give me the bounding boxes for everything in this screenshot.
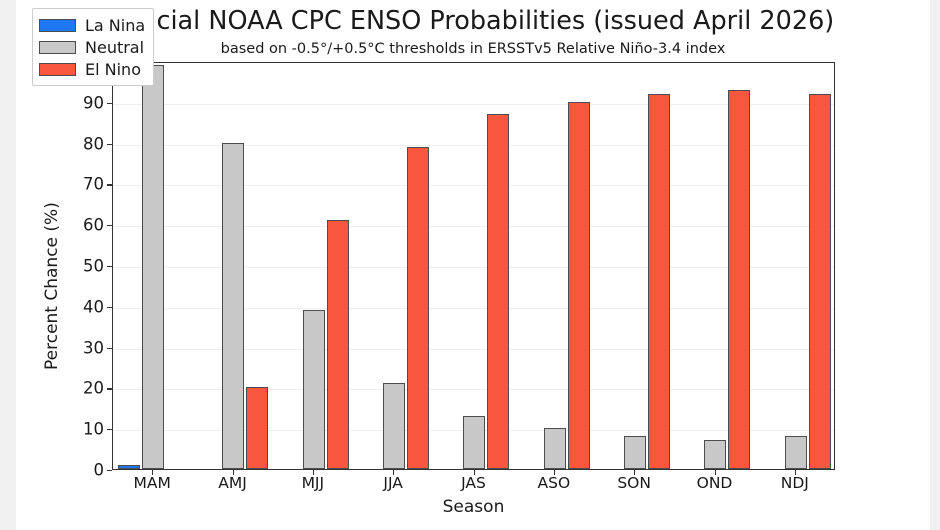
legend-item-la-nina[interactable]: La Nina	[39, 14, 145, 36]
y-tick-label: 70	[83, 174, 104, 194]
chart-figure: Official NOAA CPC ENSO Probabilities (is…	[16, 0, 930, 530]
y-tick-mark	[107, 143, 112, 145]
x-tick-mark	[714, 470, 716, 475]
bar-neutral-ndj	[784, 436, 807, 469]
legend-item-label: La Nina	[85, 15, 146, 35]
y-tick-label: 60	[83, 215, 104, 235]
chart-legend: La Nina Neutral El Nino	[32, 8, 155, 86]
bar-group	[595, 63, 675, 469]
bar-group	[675, 63, 755, 469]
plot-area	[112, 62, 835, 470]
bar-neutral-amj	[222, 142, 245, 469]
legend-swatch-icon	[39, 62, 76, 76]
page-right-margin	[930, 0, 940, 530]
x-tick-label: AMJ	[218, 474, 247, 492]
chart-title: Official NOAA CPC ENSO Probabilities (is…	[111, 6, 835, 36]
bar-el-nino-mjj	[326, 220, 349, 469]
x-tick-mark	[794, 470, 797, 475]
y-tick-mark	[107, 388, 112, 390]
x-tick-label: MAM	[133, 474, 171, 492]
bar-el-nino-ndj	[808, 93, 831, 469]
y-tick-mark	[107, 429, 112, 431]
bar-la-nina-mam	[118, 464, 141, 469]
bar-neutral-jja	[383, 383, 406, 469]
y-tick-label: 90	[83, 93, 104, 113]
bar-group	[354, 63, 434, 469]
bar-neutral-son	[624, 436, 647, 469]
y-tick-label: 40	[83, 297, 104, 317]
bar-group	[193, 63, 273, 469]
bar-neutral-mjj	[302, 309, 325, 469]
x-tick-mark	[232, 470, 234, 475]
bar-el-nino-jja	[407, 146, 430, 469]
bar-neutral-ond	[704, 440, 727, 469]
chart-subtitle: based on -0.5°/+0.5°C thresholds in ERSS…	[220, 41, 726, 57]
bar-group	[756, 63, 836, 469]
bar-group	[434, 63, 514, 469]
bar-el-nino-amj	[246, 387, 269, 469]
gridline	[113, 307, 834, 309]
gridline	[113, 103, 834, 105]
page-left-margin	[0, 0, 16, 530]
bar-neutral-mam	[142, 65, 165, 469]
gridline	[113, 348, 834, 350]
legend-item-label: Neutral	[85, 37, 145, 57]
gridline	[113, 267, 834, 268]
x-tick-label: ASO	[537, 474, 571, 492]
bar-neutral-aso	[543, 428, 566, 469]
bar-el-nino-son	[648, 93, 671, 469]
y-tick-label: 0	[93, 460, 105, 480]
x-tick-label: OND	[696, 474, 733, 492]
x-tick-mark	[312, 470, 315, 475]
y-tick-label: 50	[83, 256, 104, 276]
y-tick-mark	[107, 266, 112, 268]
legend-item-label: El Nino	[85, 59, 141, 79]
gridline	[113, 226, 834, 228]
x-tick-label: JJA	[383, 474, 403, 492]
legend-swatch-icon	[39, 18, 76, 32]
bar-el-nino-jas	[487, 114, 510, 469]
x-tick-mark	[553, 470, 556, 475]
y-tick-mark	[107, 306, 112, 309]
bar-group	[274, 63, 354, 469]
x-axis-label: Season	[442, 497, 505, 517]
y-tick-mark	[107, 184, 112, 186]
y-tick-label: 20	[83, 378, 104, 398]
gridline	[113, 144, 834, 146]
x-tick-label: MJJ	[301, 474, 325, 492]
bar-group	[113, 63, 193, 469]
x-tick-mark	[473, 470, 475, 475]
y-tick-mark	[107, 470, 112, 472]
bar-el-nino-aso	[567, 101, 590, 469]
x-tick-mark	[634, 470, 636, 475]
bar-neutral-jas	[463, 415, 486, 469]
bar-el-nino-ond	[728, 89, 751, 469]
gridline	[113, 185, 834, 187]
y-tick-label: 30	[83, 338, 104, 358]
legend-item-neutral[interactable]: Neutral	[39, 36, 145, 58]
y-tick-label: 80	[83, 134, 104, 154]
y-tick-mark	[107, 347, 112, 349]
y-tick-mark	[107, 225, 112, 227]
x-tick-label: NDJ	[780, 474, 809, 492]
x-tick-mark	[152, 470, 154, 475]
gridline	[113, 389, 834, 391]
y-tick-label: 10	[83, 419, 104, 439]
x-tick-label: SON	[617, 474, 651, 492]
y-tick-mark	[107, 102, 112, 105]
legend-item-el-nino[interactable]: El Nino	[39, 58, 145, 80]
bar-group	[515, 63, 595, 469]
x-tick-label: JAS	[461, 474, 486, 492]
legend-swatch-icon	[39, 40, 76, 54]
x-tick-mark	[393, 470, 395, 475]
